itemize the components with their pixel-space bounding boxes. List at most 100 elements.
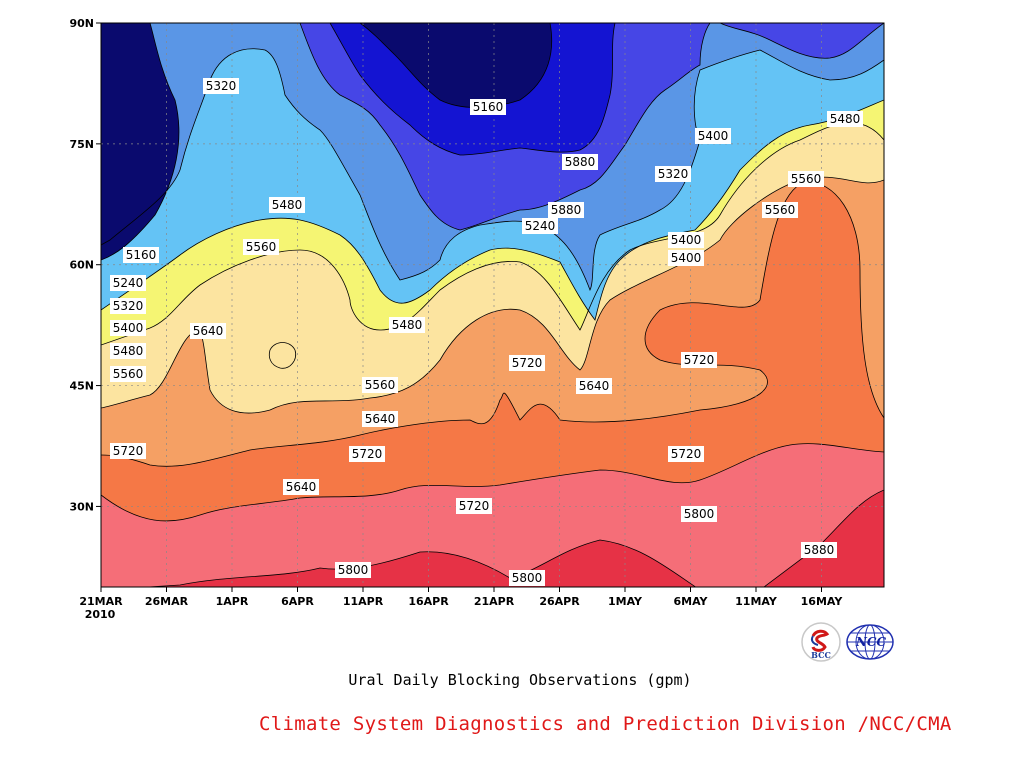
contour-label-bg [681,352,717,368]
y-axis: 90N 75N 60N 45N 30N [69,17,101,513]
contour-label: 5720 [509,355,545,371]
contour-lines [101,23,884,587]
contour-label-text: 5320 [113,299,144,313]
contour-label-bg [470,99,506,115]
contour-label: 5720 [110,443,146,459]
contour-label: 5240 [110,275,146,291]
contour-label-bg [389,317,425,333]
contour-label-text: 5400 [113,321,144,335]
x-tick-label: 21MAR [79,595,123,608]
contour-label: 5880 [548,202,584,218]
contour-label-text: 5560 [113,367,144,381]
contour-label-bg [362,377,398,393]
contour-label-bg [362,411,398,427]
contour-label-bg [668,250,704,266]
contour-label-bg [695,128,731,144]
x-tick-label: 16APR [408,595,449,608]
contour-label-text: 5880 [804,543,835,557]
contour-label-bg [123,247,159,263]
contour-label-bg [668,232,704,248]
contour-label: 5560 [762,202,798,218]
ncc-logo-text: NCC [855,635,887,649]
contour-label: 5320 [203,78,239,94]
contour-label: 5400 [668,232,704,248]
contour-label-bg [349,446,385,462]
contour-label-bg [562,154,598,170]
contour-label: 5320 [655,166,691,182]
contour-labels: 5320 5160 5160 5240 5320 5400 5480 5560 5480 5560… [110,78,863,586]
contour-label-text: 5720 [113,444,144,458]
contour-label-bg [522,218,558,234]
y-tick-label: 30N [69,500,94,513]
contour-label: 5640 [283,479,319,495]
contour-label-bg [509,355,545,371]
contour-label-bg [190,323,226,339]
contour-label: 5640 [190,323,226,339]
contour-label-text: 5800 [512,571,543,585]
x-axis: 21MAR 26MAR 1APR 6APR 11APR 16APR 21APR 26APR 1M… [79,587,843,608]
contour-label: 5320 [110,298,146,314]
contour-label: 5160 [123,247,159,263]
contour-label-text: 5480 [272,198,303,212]
contour-label-text: 5400 [671,251,702,265]
contour-label-text: 5560 [791,172,822,186]
ncc-logo: NCC [846,624,894,660]
contour-label-text: 5320 [206,79,237,93]
x-tick-label: 11MAY [735,595,778,608]
contour-label-text: 5880 [551,203,582,217]
contour-label-text: 5320 [658,167,689,181]
contour-label-text: 5640 [286,480,317,494]
contour-label-text: 5400 [671,233,702,247]
contour-label: 5560 [362,377,398,393]
contour-label-bg [788,171,824,187]
contour-label-text: 5720 [671,447,702,461]
contour-label-bg [801,542,837,558]
contour-label-bg [762,202,798,218]
contour-label: 5800 [681,506,717,522]
contour-label: 5240 [522,218,558,234]
contour-label: 5720 [681,352,717,368]
contour-label-text: 5640 [193,324,224,338]
contour-label: 5720 [668,446,704,462]
contour-label-text: 5480 [392,318,423,332]
contour-label-bg [110,443,146,459]
contour-label: 5560 [110,366,146,382]
contour-label-text: 5720 [512,356,543,370]
contour-label-bg [110,343,146,359]
contour-label-bg [655,166,691,182]
bcc-logo-text: BCC [811,650,831,660]
contour-label: 5800 [509,570,545,586]
contour-label-text: 5240 [113,276,144,290]
contour-label: 5800 [335,562,371,578]
x-tick-label: 1MAY [608,595,643,608]
contour-label-bg [203,78,239,94]
contour-label-bg [243,239,279,255]
contour-label-bg [827,111,863,127]
contour-label-bg [110,366,146,382]
contour-label: 5880 [562,154,598,170]
contour-label-text: 5240 [525,219,556,233]
contour-label-bg [110,298,146,314]
contour-label: 5720 [456,498,492,514]
plot-frame [100,22,885,588]
contour-label-text: 5560 [365,378,396,392]
y-tick-label: 90N [69,17,94,30]
contour-label: 5160 [470,99,506,115]
contour-label: 5560 [243,239,279,255]
contour-label-text: 5560 [246,240,277,254]
x-tick-label: 1APR [216,595,249,608]
contour-label-bg [269,197,305,213]
x-axis-year-label: 2010 [85,608,116,621]
contour-label-text: 5720 [459,499,490,513]
contour-label: 5400 [668,250,704,266]
contour-label-bg [509,570,545,586]
contour-label: 5640 [362,411,398,427]
x-tick-label: 11APR [343,595,384,608]
credit-line: Climate System Diagnostics and Predictio… [259,713,952,735]
contour-label: 5640 [576,378,612,394]
contour-label: 5400 [110,320,146,336]
contour-label: 5480 [269,197,305,213]
bcc-logo: BCC [801,622,841,662]
contour-label: 5480 [827,111,863,127]
